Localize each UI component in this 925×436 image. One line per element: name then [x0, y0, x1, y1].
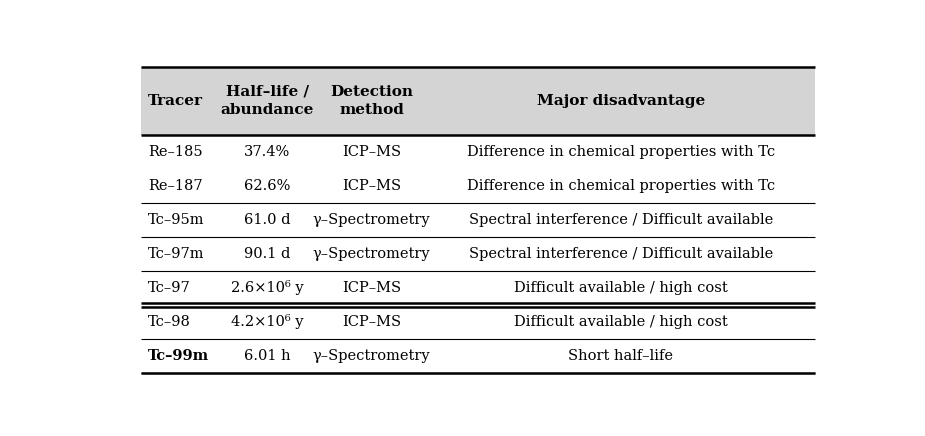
Text: Difference in chemical properties with Tc: Difference in chemical properties with T…	[467, 179, 775, 193]
Text: 4.2×10⁶ y: 4.2×10⁶ y	[231, 314, 303, 329]
Text: Difficult available / high cost: Difficult available / high cost	[514, 281, 728, 295]
Text: Tracer: Tracer	[148, 94, 203, 108]
Text: Half–life /
abundance: Half–life / abundance	[220, 85, 314, 117]
Text: γ–Spectrometry: γ–Spectrometry	[313, 349, 430, 363]
Text: Tc–97m: Tc–97m	[148, 247, 204, 261]
Text: Difficult available / high cost: Difficult available / high cost	[514, 315, 728, 329]
Text: 90.1 d: 90.1 d	[244, 247, 290, 261]
Text: γ–Spectrometry: γ–Spectrometry	[313, 213, 430, 227]
Text: 62.6%: 62.6%	[244, 179, 290, 193]
Bar	[141, 68, 815, 135]
Text: 37.4%: 37.4%	[244, 145, 290, 159]
Text: Spectral interference / Difficult available: Spectral interference / Difficult availa…	[469, 213, 773, 227]
Text: Difference in chemical properties with Tc: Difference in chemical properties with T…	[467, 145, 775, 159]
Text: Tc–95m: Tc–95m	[148, 213, 204, 227]
Text: γ–Spectrometry: γ–Spectrometry	[313, 247, 430, 261]
Text: Detection
method: Detection method	[330, 85, 413, 117]
Text: Spectral interference / Difficult available: Spectral interference / Difficult availa…	[469, 247, 773, 261]
Text: Tc–97: Tc–97	[148, 281, 191, 295]
Text: 61.0 d: 61.0 d	[244, 213, 290, 227]
Text: 2.6×10⁶ y: 2.6×10⁶ y	[230, 280, 303, 295]
Text: Tc–99m: Tc–99m	[148, 349, 209, 363]
Text: Major disadvantage: Major disadvantage	[536, 94, 705, 108]
Text: Re–185: Re–185	[148, 145, 203, 159]
Text: ICP–MS: ICP–MS	[342, 281, 401, 295]
Text: Short half–life: Short half–life	[568, 349, 673, 363]
Text: Tc–98: Tc–98	[148, 315, 191, 329]
Text: 6.01 h: 6.01 h	[244, 349, 290, 363]
Text: ICP–MS: ICP–MS	[342, 145, 401, 159]
Text: ICP–MS: ICP–MS	[342, 315, 401, 329]
Text: ICP–MS: ICP–MS	[342, 179, 401, 193]
Text: Re–187: Re–187	[148, 179, 203, 193]
